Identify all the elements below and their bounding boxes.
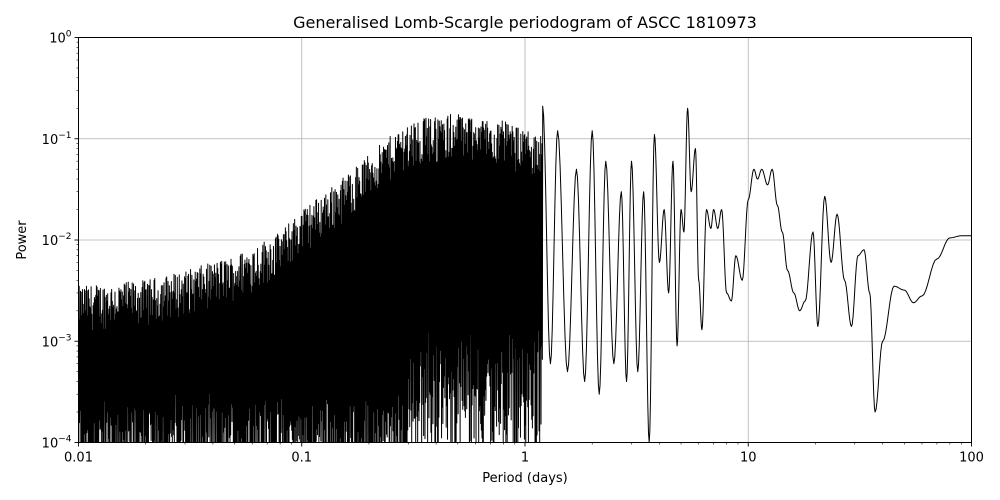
chart-title: Generalised Lomb-Scargle periodogram of … [293,13,757,32]
y-tick-label: 10−4 [42,435,72,452]
x-tick-label: 10 [740,451,757,466]
y-tick-label: 100 [49,30,72,47]
x-tick-label: 0.1 [291,451,312,466]
x-tick-label: 0.01 [64,451,93,466]
series-layer [78,105,972,443]
y-tick-label: 10−3 [42,333,72,350]
x-tick-label: 100 [959,451,984,466]
y-tick-label: 10−2 [42,232,72,249]
x-axis-label: Period (days) [482,471,568,486]
y-tick-label: 10−1 [42,131,72,148]
y-axis-label: Power [15,220,30,260]
tick-layer: 0.01 0.1 1 10 100 10−4 10−3 10−2 10−1 100 [42,30,984,466]
periodogram-line [78,105,972,443]
x-tick-label: 1 [521,451,529,466]
